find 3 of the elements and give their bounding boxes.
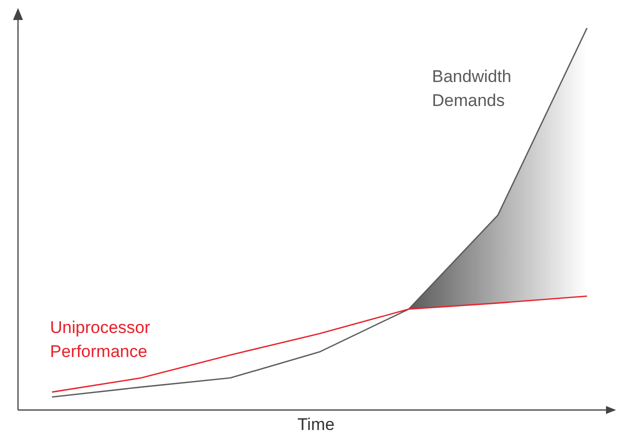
x-axis-title: Time bbox=[297, 415, 335, 434]
series-label: Uniprocessor Performance bbox=[50, 318, 150, 361]
series-label: Bandwidth Demands bbox=[432, 67, 512, 110]
